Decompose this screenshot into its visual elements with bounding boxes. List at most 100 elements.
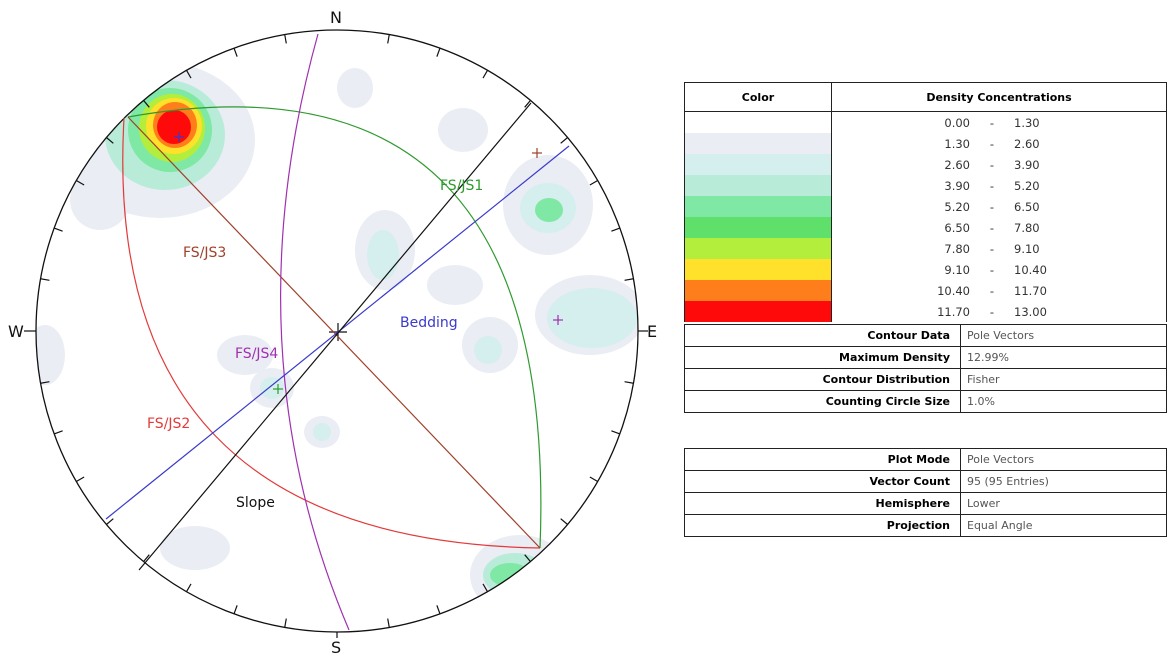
info-value: Pole Vectors xyxy=(960,324,1167,347)
plot-info-table: Plot Mode Pole Vectors Vector Count 95 (95 … xyxy=(684,448,1167,537)
east-label: E xyxy=(647,322,657,341)
label-fs-js3: FS/JS3 xyxy=(183,245,226,261)
info-row: Projection Equal Angle xyxy=(684,514,1167,537)
tick-mark xyxy=(143,554,150,562)
tick-mark xyxy=(284,34,287,44)
plane-bedding xyxy=(105,145,570,520)
legend-range: 6.50-7.80 xyxy=(831,217,1167,238)
info-value: Equal Angle xyxy=(960,514,1167,537)
legend-row: 6.50-7.80 xyxy=(684,217,1167,238)
legend-swatch xyxy=(684,259,832,280)
net-ticks xyxy=(40,34,634,628)
legend-row: 9.10-10.40 xyxy=(684,259,1167,280)
tick-mark xyxy=(53,430,63,435)
tick-mark xyxy=(387,34,390,44)
legend-row: 2.60-3.90 xyxy=(684,154,1167,175)
contour-info-table: Contour Data Pole Vectors Maximum Density 1… xyxy=(684,324,1167,413)
legend-header-color: Color xyxy=(684,82,832,112)
label-fs-js1: FS/JS1 xyxy=(440,178,483,194)
tick-mark xyxy=(106,137,114,144)
tick-mark xyxy=(76,179,85,186)
legend-swatch xyxy=(684,111,832,133)
legend-row: 5.20-6.50 xyxy=(684,196,1167,217)
plane-fs-js3 xyxy=(127,116,541,549)
tick-mark xyxy=(106,518,114,525)
plane-fs-js1 xyxy=(127,106,542,549)
legend-range: 0.00-1.30 xyxy=(831,111,1167,133)
legend-range: 5.20-6.50 xyxy=(831,196,1167,217)
label-fs-js4: FS/JS4 xyxy=(235,346,278,362)
legend-row: 0.00-1.30 xyxy=(684,111,1167,133)
info-value: 95 (95 Entries) xyxy=(960,470,1167,493)
legend-swatch xyxy=(684,154,832,175)
tick-mark xyxy=(436,605,441,615)
legend-row: 7.80-9.10 xyxy=(684,238,1167,259)
info-row: Counting Circle Size 1.0% xyxy=(684,390,1167,413)
info-value: 12.99% xyxy=(960,346,1167,369)
tick-mark xyxy=(53,227,63,232)
legend-swatch xyxy=(684,217,832,238)
tick-mark xyxy=(284,618,287,628)
tick-mark xyxy=(233,47,238,57)
tick-mark xyxy=(524,100,531,108)
label-fs-js2: FS/JS2 xyxy=(147,416,190,432)
label-slope: Slope xyxy=(236,495,275,511)
tick-mark xyxy=(611,227,621,232)
legend-range: 9.10-10.40 xyxy=(831,259,1167,280)
tick-mark xyxy=(482,583,489,592)
legend-swatch xyxy=(684,238,832,259)
info-key: Contour Distribution xyxy=(684,368,961,391)
info-row: Contour Distribution Fisher xyxy=(684,368,1167,391)
info-row: Contour Data Pole Vectors xyxy=(684,324,1167,347)
info-key: Contour Data xyxy=(684,324,961,347)
info-row: Maximum Density 12.99% xyxy=(684,346,1167,369)
legend-swatch xyxy=(684,175,832,196)
density-contours xyxy=(36,62,638,615)
plane-fs-js2 xyxy=(122,117,541,549)
legend-row: 3.90-5.20 xyxy=(684,175,1167,196)
tick-mark xyxy=(185,70,192,79)
pole-marker xyxy=(532,148,542,158)
plane-slope xyxy=(138,102,532,571)
legend-row: 11.70-13.00 xyxy=(684,301,1167,322)
label-bedding: Bedding xyxy=(400,315,458,331)
legend-swatch xyxy=(684,280,832,301)
tick-mark xyxy=(589,179,598,186)
pole-marker xyxy=(553,315,563,325)
tick-mark xyxy=(524,554,531,562)
tick-mark xyxy=(589,476,598,483)
pole-marker xyxy=(273,384,283,394)
tick-mark xyxy=(482,70,489,79)
info-key: Projection xyxy=(684,514,961,537)
pole-marker xyxy=(174,132,184,142)
info-value: Lower xyxy=(960,492,1167,515)
legend-header-density: Density Concentrations xyxy=(831,82,1167,112)
density-legend: Color Density Concentrations 0.00-1.30 1.… xyxy=(684,82,1167,322)
legend-range: 3.90-5.20 xyxy=(831,175,1167,196)
info-key: Hemisphere xyxy=(684,492,961,515)
tick-mark xyxy=(624,381,634,384)
tick-mark xyxy=(436,47,441,57)
legend-range: 7.80-9.10 xyxy=(831,238,1167,259)
info-row: Plot Mode Pole Vectors xyxy=(684,448,1167,471)
info-key: Maximum Density xyxy=(684,346,961,369)
info-key: Plot Mode xyxy=(684,448,961,471)
north-label: N xyxy=(330,8,342,27)
legend-range: 2.60-3.90 xyxy=(831,154,1167,175)
tick-mark xyxy=(40,278,50,281)
info-key: Vector Count xyxy=(684,470,961,493)
info-value: Pole Vectors xyxy=(960,448,1167,471)
plane-fs-js4 xyxy=(280,33,350,631)
legend-swatch xyxy=(684,196,832,217)
tick-mark xyxy=(387,618,390,628)
tick-mark xyxy=(143,100,150,108)
west-label: W xyxy=(8,322,24,341)
legend-range: 11.70-13.00 xyxy=(831,301,1167,322)
legend-row: 10.40-11.70 xyxy=(684,280,1167,301)
legend-row: 1.30-2.60 xyxy=(684,133,1167,154)
legend-swatch xyxy=(684,133,832,154)
tick-mark xyxy=(40,381,50,384)
legend-range: 1.30-2.60 xyxy=(831,133,1167,154)
south-label: S xyxy=(331,638,341,657)
tick-mark xyxy=(76,476,85,483)
